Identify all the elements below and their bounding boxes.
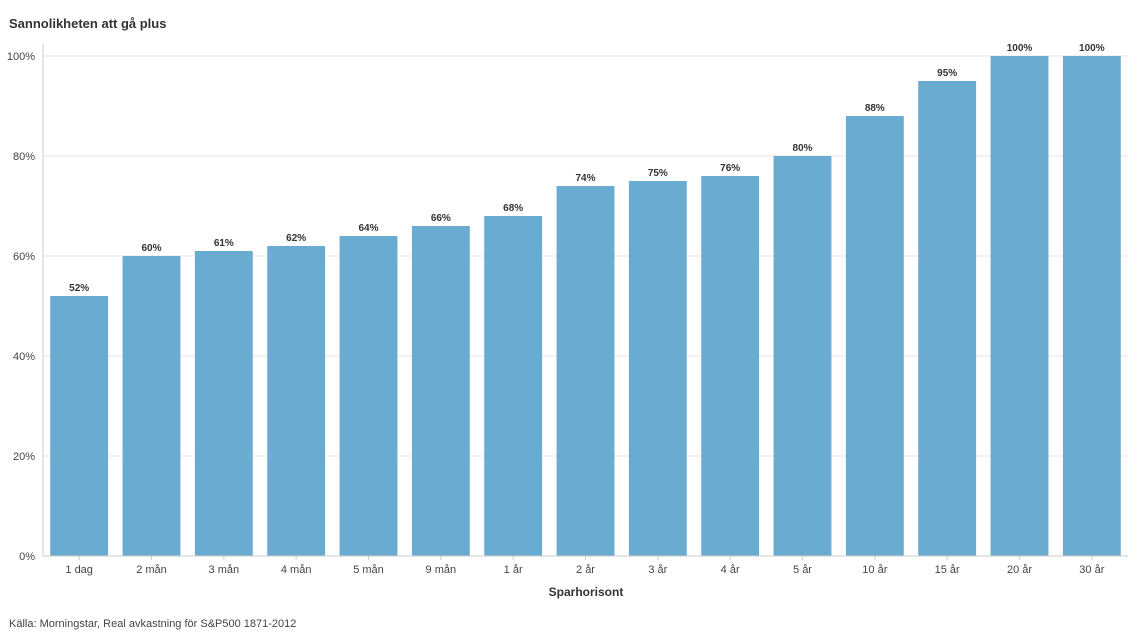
bar [267,246,326,556]
bar [990,56,1049,556]
data-label: 62% [286,233,306,244]
x-axis-title: Sparhorisont [549,585,624,599]
data-label: 88% [865,103,885,114]
data-label: 100% [1007,43,1033,54]
data-label: 61% [214,238,234,249]
x-tick-label: 2 mån [136,564,167,576]
data-label: 100% [1079,43,1105,54]
data-label: 52% [69,283,89,294]
x-tick-label: 1 dag [65,564,93,576]
bars [50,56,1121,556]
bar [194,251,253,556]
x-tick-label: 30 år [1079,564,1104,576]
x-tick-label: 3 mån [209,564,240,576]
bar [628,181,687,556]
y-tick-label: 60% [13,251,35,263]
bar [339,236,398,556]
data-labels: 52% 60% 61% 62% 64% 66% 68% 74% 75% 76% 80% 88% 95% 1… [69,43,1105,294]
data-label: 74% [575,173,595,184]
x-tick-label: 15 år [935,564,960,576]
data-label: 75% [648,168,668,179]
bar [556,186,615,556]
x-tick-label: 2 år [576,564,595,576]
bar [1062,56,1121,556]
y-tick-label: 20% [13,451,35,463]
x-tick-label: 9 mån [426,564,457,576]
bar [411,226,470,556]
chart-title: Sannolikheten att gå plus [9,16,167,31]
x-tick-label: 3 år [648,564,667,576]
bar [50,296,109,556]
data-label: 66% [431,213,451,224]
data-label: 76% [720,163,740,174]
data-label: 80% [792,143,812,154]
x-tick-label: 5 mån [353,564,384,576]
bar [484,216,543,556]
y-tick-label: 0% [19,551,35,563]
bar [122,256,181,556]
x-tick-label: 10 år [862,564,887,576]
x-tick-label: 4 år [721,564,740,576]
x-tick-label: 1 år [504,564,523,576]
y-tick-label: 80% [13,151,35,163]
bar [845,116,904,556]
x-tick-label: 4 mån [281,564,312,576]
source-note: Källa: Morningstar, Real avkastning för … [9,618,297,630]
data-label: 60% [141,243,161,254]
bar [773,156,832,556]
y-tick-label: 100% [7,51,35,63]
y-tick-label: 40% [13,351,35,363]
data-label: 68% [503,203,523,214]
x-tick-label: 20 år [1007,564,1032,576]
axes: 0% 20% 40% 60% 80% 100% 1 dag 2 mån 3 mån 4 mån 5 … [7,44,1128,576]
bar [701,176,760,556]
bar [918,81,977,556]
x-tick-label: 5 år [793,564,812,576]
data-label: 95% [937,68,957,79]
data-label: 64% [358,223,378,234]
